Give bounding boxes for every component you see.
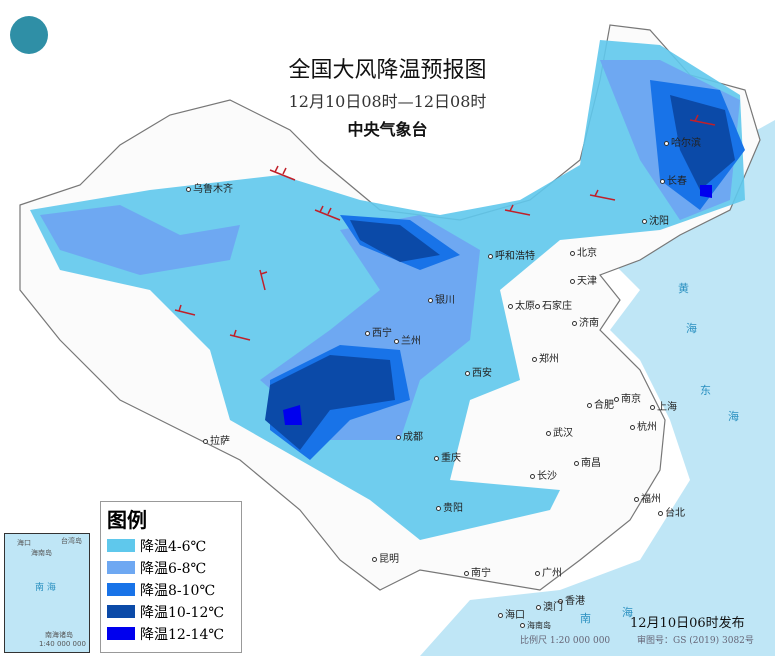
- inset-label: 海南岛: [31, 549, 52, 557]
- sea-label: 黄: [678, 282, 689, 295]
- city-label: 郑州: [532, 350, 559, 365]
- legend-swatch: [107, 605, 135, 618]
- legend-swatch: [107, 583, 135, 596]
- city-label: 贵阳: [436, 499, 463, 514]
- inset-scale: 1:40 000 000: [39, 640, 86, 648]
- city-label: 台北: [658, 504, 685, 519]
- map-scale: 比例尺 1:20 000 000: [520, 636, 611, 646]
- legend: 图例 降温4-6℃ 降温6-8℃ 降温8-10℃ 降温10-12℃ 降温12-1…: [100, 501, 242, 653]
- city-label: 澳门: [536, 598, 563, 613]
- sea-label: 东: [700, 384, 711, 397]
- city-label: 呼和浩特: [488, 247, 535, 262]
- issue-time: 12月10日06时发布: [630, 616, 745, 631]
- legend-label: 降温10-12℃: [140, 604, 225, 621]
- legend-label: 降温4-6℃: [140, 538, 207, 555]
- legend-item: 降温6-8℃: [107, 558, 241, 577]
- city-label: 哈尔滨: [664, 134, 701, 149]
- inset-sea-label: 南 海: [35, 583, 56, 593]
- inset-label: 海口: [17, 539, 31, 547]
- city-label: 长春: [660, 172, 687, 187]
- agency-name: 中央气象台: [347, 120, 428, 139]
- wind-barbs: [174, 114, 716, 341]
- hainan-label: 海南岛: [520, 620, 551, 631]
- city-label: 拉萨: [203, 432, 230, 447]
- map-title: 全国大风降温预报图: [288, 58, 487, 83]
- city-label: 兰州: [394, 332, 421, 347]
- legend-title: 图例: [107, 508, 147, 532]
- sea-label: 海: [728, 410, 739, 423]
- forecast-period: 12月10日08时—12日08时: [288, 92, 487, 111]
- city-label: 成都: [396, 428, 423, 443]
- city-label: 南宁: [464, 564, 491, 579]
- city-label: 南京: [614, 390, 641, 405]
- city-label: 西宁: [365, 324, 392, 339]
- city-label: 济南: [572, 314, 599, 329]
- city-label: 南昌: [574, 454, 601, 469]
- city-label: 香港: [558, 592, 585, 607]
- city-label: 乌鲁木齐: [186, 180, 233, 195]
- review-number: 审图号：GS (2019) 3082号: [637, 636, 754, 646]
- legend-label: 降温12-14℃: [140, 626, 225, 643]
- city-label: 上海: [650, 398, 677, 413]
- legend-item: 降温8-10℃: [107, 580, 241, 599]
- city-label: 石家庄: [535, 297, 572, 312]
- city-label: 沈阳: [642, 212, 669, 227]
- south-china-sea-inset: 海口 海南岛 台湾岛 南 海 南海诸岛 1:40 000 000: [4, 533, 90, 653]
- legend-label: 降温6-8℃: [140, 560, 207, 577]
- sea-label: 海: [622, 606, 633, 619]
- inset-islands-label: 南海诸岛: [45, 631, 73, 639]
- city-label: 太原: [508, 297, 535, 312]
- sea-area: [420, 120, 775, 656]
- city-label: 银川: [428, 291, 455, 306]
- sea-label: 海: [686, 322, 697, 335]
- cooling-10-12: [265, 95, 735, 450]
- city-label: 杭州: [630, 418, 657, 433]
- legend-swatch: [107, 561, 135, 574]
- cma-logo-icon: [10, 16, 48, 54]
- legend-item: 降温10-12℃: [107, 602, 241, 621]
- legend-swatch: [107, 539, 135, 552]
- city-label: 昆明: [372, 550, 399, 565]
- legend-label: 降温8-10℃: [140, 582, 216, 599]
- city-label: 合肥: [587, 396, 614, 411]
- city-label: 西安: [465, 364, 492, 379]
- legend-item: 降温12-14℃: [107, 624, 241, 643]
- legend-swatch: [107, 627, 135, 640]
- city-label: 武汉: [546, 424, 573, 439]
- city-label: 海口: [498, 606, 525, 621]
- city-label: 天津: [570, 272, 597, 287]
- city-label: 广州: [535, 564, 562, 579]
- city-label: 重庆: [434, 449, 461, 464]
- legend-item: 降温4-6℃: [107, 536, 241, 555]
- sea-label: 南: [580, 612, 591, 625]
- city-label: 北京: [570, 244, 597, 259]
- inset-label: 台湾岛: [61, 537, 82, 545]
- city-label: 福州: [634, 490, 661, 505]
- city-label: 长沙: [530, 467, 557, 482]
